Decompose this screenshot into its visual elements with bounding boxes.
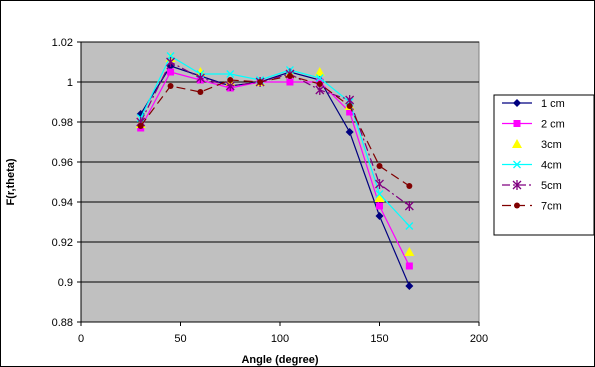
legend-label-1-cm: 1 cm: [541, 98, 565, 110]
data-point-4cm: [375, 190, 384, 198]
data-point-2-cm: [346, 108, 354, 116]
data-point-5cm: [512, 180, 522, 190]
legend-label-5cm: 5cm: [541, 180, 562, 192]
axes: 0.88 0.9 0.92 0.94 0.96 0.98 1 1.02 0 50 100 150 200: [52, 37, 489, 345]
x-tick-label: 200: [470, 333, 488, 345]
series-line-5cm: [140, 61, 410, 207]
data-point-2-cm: [405, 262, 413, 270]
y-tick-label: 0.92: [52, 237, 73, 249]
data-point-4cm: [513, 160, 521, 169]
data-point-1-cm: [345, 128, 354, 136]
data-point-4cm: [315, 74, 324, 82]
series-layer: [135, 52, 415, 290]
data-point-7cm: [167, 83, 174, 89]
series-line-1-cm: [140, 65, 410, 287]
legend-label-2-cm: 2 cm: [541, 119, 565, 131]
legend-item-5cm: 5cm: [502, 180, 562, 192]
y-axis-title: F(r,theta): [5, 158, 17, 205]
legend-item-7cm: 7cm: [502, 201, 562, 213]
y-tick-label: 0.88: [52, 317, 73, 329]
y-tick-label: 0.94: [52, 197, 73, 209]
data-point-4cm: [166, 52, 175, 60]
data-point-7cm: [316, 81, 323, 87]
data-point-5cm: [404, 201, 414, 211]
y-tick-label: 1.02: [52, 37, 73, 49]
legend-item-2-cm: 2 cm: [502, 119, 565, 131]
data-point-5cm: [166, 57, 176, 67]
legend-label-3cm: 3cm: [541, 139, 562, 151]
legend: 1 cm 2 cm 3cm 4cm 5cm 7cm: [502, 98, 565, 213]
legend-item-3cm: 3cm: [512, 139, 562, 151]
legend-label-4cm: 4cm: [541, 160, 562, 172]
data-point-2-cm: [167, 68, 175, 76]
y-tick-label: 0.96: [52, 157, 73, 169]
data-point-7cm: [257, 79, 264, 85]
x-tick-label: 150: [370, 333, 388, 345]
data-point-1-cm: [375, 212, 384, 220]
legend-label-7cm: 7cm: [541, 201, 562, 213]
y-tick-label: 0.98: [52, 117, 73, 129]
data-point-2-cm: [513, 120, 521, 127]
data-point-2-cm: [286, 78, 294, 86]
data-point-7cm: [227, 77, 234, 83]
y-tick-label: 1: [67, 77, 73, 89]
y-tick-label: 0.9: [58, 277, 73, 289]
data-point-2-cm: [376, 202, 383, 210]
data-point-1-cm: [405, 282, 414, 290]
x-tick-label: 0: [78, 333, 84, 345]
data-point-3cm: [374, 193, 385, 202]
x-tick-label: 50: [174, 333, 186, 345]
data-point-7cm: [376, 163, 383, 169]
series-7cm: [137, 73, 413, 189]
data-point-4cm: [226, 70, 235, 78]
series-line-4cm: [140, 55, 410, 227]
data-point-5cm: [195, 73, 205, 83]
data-point-7cm: [514, 202, 520, 209]
legend-item-4cm: 4cm: [502, 160, 562, 172]
plot-area: [80, 41, 480, 323]
series-line-7cm: [140, 75, 410, 187]
data-point-7cm: [406, 183, 413, 189]
data-point-7cm: [197, 89, 204, 95]
data-point-3cm: [404, 247, 415, 256]
data-point-3cm: [314, 67, 325, 76]
x-axis-title: Angle (degree): [241, 354, 318, 366]
data-point-3cm: [512, 139, 522, 148]
data-point-5cm: [375, 179, 384, 189]
data-point-7cm: [286, 73, 293, 79]
data-point-1-cm: [513, 99, 521, 107]
data-point-7cm: [346, 103, 353, 109]
series-line-2-cm: [140, 71, 410, 267]
data-point-7cm: [137, 123, 144, 129]
x-tick-label: 100: [271, 333, 289, 345]
data-point-4cm: [405, 222, 414, 230]
legend-item-1-cm: 1 cm: [502, 98, 565, 110]
